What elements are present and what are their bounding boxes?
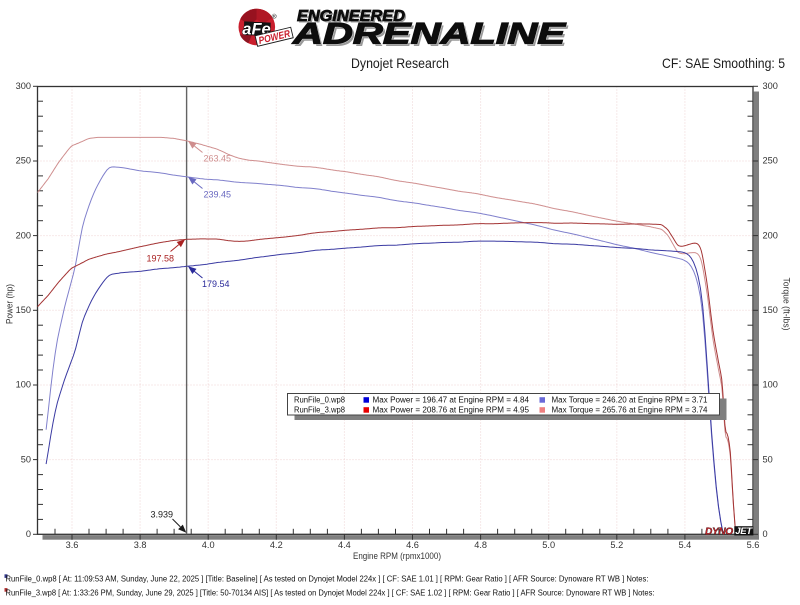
svg-text:4.4: 4.4	[338, 540, 351, 550]
svg-text:Max Power = 196.47 at Engine R: Max Power = 196.47 at Engine RPM = 4.84	[373, 396, 530, 405]
svg-text:RunFile_3.wp8: RunFile_3.wp8	[294, 406, 346, 415]
svg-text:239.45: 239.45	[204, 190, 232, 200]
svg-text:ENGINEERED: ENGINEERED	[297, 8, 405, 25]
svg-text:CF: SAE Smoothing: 5: CF: SAE Smoothing: 5	[662, 55, 785, 71]
svg-text:200: 200	[763, 230, 778, 240]
svg-text:0: 0	[26, 529, 31, 539]
svg-text:4.2: 4.2	[270, 540, 283, 550]
svg-text:300: 300	[763, 81, 778, 91]
svg-text:263.45: 263.45	[204, 154, 232, 164]
svg-text:Power (hp): Power (hp)	[5, 284, 15, 324]
svg-text:50: 50	[21, 454, 31, 464]
svg-text:4.8: 4.8	[474, 540, 487, 550]
svg-text:50: 50	[763, 454, 773, 464]
svg-text:Max Torque = 265.76 at Engine: Max Torque = 265.76 at Engine RPM = 3.74	[552, 406, 709, 415]
svg-text:3.939: 3.939	[151, 510, 174, 520]
svg-text:4.6: 4.6	[406, 540, 419, 550]
svg-text:RunFile_0.wp8: RunFile_0.wp8	[294, 396, 346, 405]
svg-text:150: 150	[16, 305, 31, 315]
svg-text:Max Power = 208.76 at Engine R: Max Power = 208.76 at Engine RPM = 4.95	[373, 406, 530, 415]
svg-text:ENGINEERED: ENGINEERED	[299, 9, 407, 26]
svg-text:5.4: 5.4	[679, 540, 692, 550]
svg-text:179.54: 179.54	[202, 279, 230, 289]
svg-text:250: 250	[16, 156, 31, 166]
svg-text:3.8: 3.8	[134, 540, 147, 550]
svg-text:ADRENALINE: ADRENALINE	[292, 18, 567, 51]
svg-text:197.58: 197.58	[147, 254, 175, 264]
svg-text:0: 0	[763, 529, 768, 539]
svg-text:Max Torque = 246.20 at Engine: Max Torque = 246.20 at Engine RPM = 3.71	[552, 396, 709, 405]
svg-text:3.6: 3.6	[66, 540, 79, 550]
svg-text:RunFile_3.wp8 [ At: 1:33:26 PM: RunFile_3.wp8 [ At: 1:33:26 PM, Sunday, …	[6, 587, 655, 597]
svg-text:5.2: 5.2	[610, 540, 623, 550]
svg-text:4.0: 4.0	[202, 540, 215, 550]
svg-text:150: 150	[763, 305, 778, 315]
svg-text:5.6: 5.6	[747, 540, 760, 550]
svg-text:250: 250	[763, 156, 778, 166]
svg-text:Dynojet Research: Dynojet Research	[351, 55, 449, 71]
svg-text:100: 100	[763, 380, 778, 390]
svg-text:200: 200	[16, 230, 31, 240]
svg-text:Torque (ft-lbs): Torque (ft-lbs)	[782, 278, 792, 331]
svg-text:5.0: 5.0	[542, 540, 555, 550]
svg-text:300: 300	[16, 81, 31, 91]
svg-text:Engine RPM (rpmx1000): Engine RPM (rpmx1000)	[353, 551, 441, 561]
svg-text:100: 100	[16, 380, 31, 390]
svg-text:DYNO: DYNO	[705, 527, 733, 538]
svg-text:R: R	[273, 14, 276, 19]
svg-text:RunFile_0.wp8 [ At: 11:09:53 A: RunFile_0.wp8 [ At: 11:09:53 AM, Sunday,…	[6, 574, 649, 584]
svg-text:ENGINEERED: ENGINEERED	[297, 8, 405, 25]
svg-text:JET: JET	[735, 526, 753, 537]
svg-text:ADRENALINE: ADRENALINE	[292, 18, 567, 51]
svg-text:ADRENALINE: ADRENALINE	[294, 20, 569, 53]
